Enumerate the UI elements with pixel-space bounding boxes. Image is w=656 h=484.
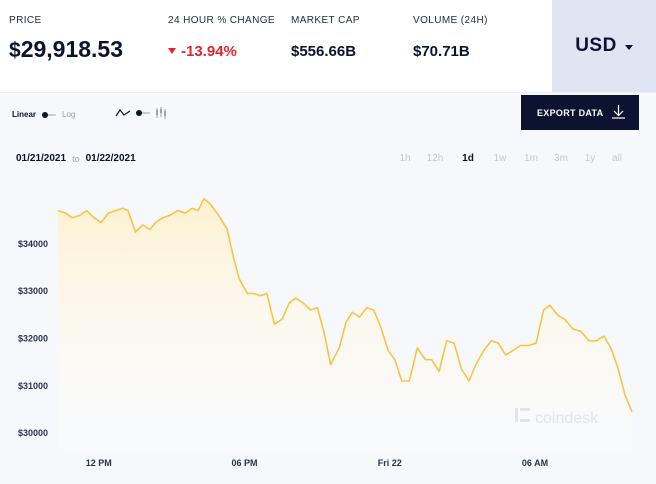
y-tick-label: $33000 xyxy=(18,286,48,296)
export-data-button[interactable]: EXPORT DATA xyxy=(521,95,639,130)
down-arrow-icon xyxy=(168,48,176,54)
chart-type-toggle xyxy=(115,107,167,119)
change-value: -13.94% xyxy=(168,43,237,60)
range-to[interactable]: 01/22/2021 xyxy=(85,153,136,164)
x-tick-label: 12 PM xyxy=(86,458,112,468)
candlestick-icon[interactable] xyxy=(155,107,167,119)
y-tick-label: $31000 xyxy=(18,381,48,391)
range-from[interactable]: 01/21/2021 xyxy=(16,153,67,164)
period-1m[interactable]: 1m xyxy=(524,153,538,164)
period-1d[interactable]: 1d xyxy=(462,153,474,164)
volume-label: VOLUME (24H) xyxy=(413,15,488,26)
x-tick-label: 06 AM xyxy=(522,458,548,468)
line-chart-icon[interactable] xyxy=(115,108,131,118)
x-axis: 12 PM 06 PM Fri 22 06 AM xyxy=(86,458,548,468)
price-line xyxy=(57,198,633,413)
y-tick-label: $34000 xyxy=(18,239,48,249)
price-number: 29,918.53 xyxy=(20,36,124,62)
chevron-down-icon xyxy=(624,44,633,50)
coindesk-logo-icon xyxy=(515,408,530,422)
download-icon xyxy=(612,105,625,119)
period-1w[interactable]: 1w xyxy=(493,153,507,164)
x-tick-label: Fri 22 xyxy=(378,458,402,468)
price-label: PRICE xyxy=(9,15,42,26)
price-value: $29,918.53 xyxy=(9,36,123,63)
period-selector: 1h 12h 1d 1w 1m 3m 1y all xyxy=(392,153,630,164)
currency-selector[interactable]: USD xyxy=(552,0,656,92)
period-1h[interactable]: 1h xyxy=(399,153,411,164)
coindesk-watermark: coindesk xyxy=(535,410,599,427)
scale-switch[interactable] xyxy=(42,111,57,118)
scale-linear-label[interactable]: Linear xyxy=(12,110,37,119)
market-cap-value: $556.66B xyxy=(291,43,357,60)
y-axis: $30000 $31000 $32000 $33000 $34000 xyxy=(18,239,48,438)
range-to-word: to xyxy=(72,153,80,164)
market-cap-label: MARKET CAP xyxy=(291,15,360,26)
period-all[interactable]: all xyxy=(611,153,622,164)
y-tick-label: $30000 xyxy=(18,428,48,438)
market-stats-bar: PRICE $29,918.53 24 HOUR % CHANGE -13.94… xyxy=(0,0,656,92)
volume-value: $70.71B xyxy=(413,43,470,60)
period-1y[interactable]: 1y xyxy=(584,153,596,164)
export-data-label: EXPORT DATA xyxy=(537,107,604,118)
scale-log-label[interactable]: Log xyxy=(62,110,76,119)
x-tick-label: 06 PM xyxy=(232,458,258,468)
period-12h[interactable]: 12h xyxy=(426,153,444,164)
change-number: -13.94% xyxy=(181,43,237,60)
price-area-fill xyxy=(58,198,632,452)
change-label: 24 HOUR % CHANGE xyxy=(168,15,275,26)
currency-selected: USD xyxy=(575,35,617,56)
price-currency-symbol: $ xyxy=(9,39,21,62)
price-chart[interactable]: $30000 $31000 $32000 $33000 $34000 12 PM 06 P… xyxy=(0,92,656,484)
period-3m[interactable]: 3m xyxy=(554,153,568,164)
y-tick-label: $32000 xyxy=(18,333,48,343)
chart-type-switch[interactable] xyxy=(136,110,150,116)
date-range: 01/21/2021 to 01/22/2021 xyxy=(16,153,136,164)
scale-toggle[interactable]: Linear Log xyxy=(12,110,75,119)
